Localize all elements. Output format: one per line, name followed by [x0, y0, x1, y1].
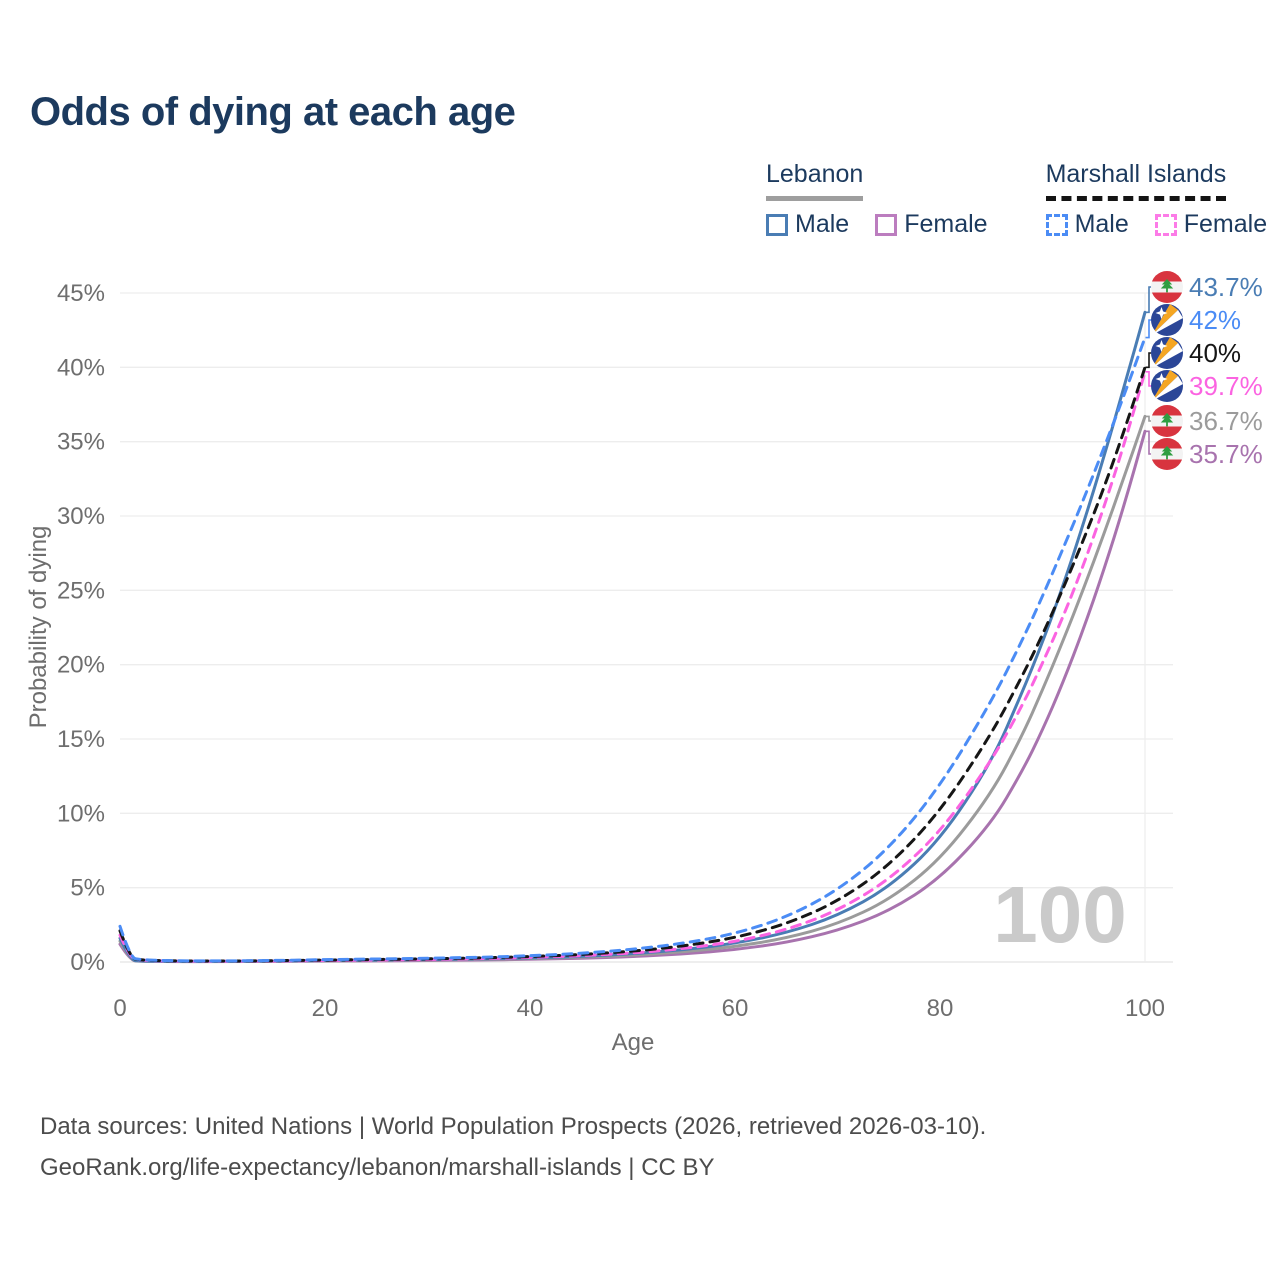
end-label-connector: [1145, 430, 1151, 455]
legend-group-marshall-islands: Marshall Islands Male Female: [1045, 160, 1268, 239]
end-label-lb_female: 35.7%: [1189, 439, 1263, 469]
legend-item-lebanon-female[interactable]: Female: [875, 210, 988, 239]
legend-header-lebanon[interactable]: Lebanon: [766, 160, 864, 201]
series-line-mi_all[interactable]: [118, 365, 1147, 963]
series-line-lb_female[interactable]: [118, 429, 1147, 964]
attribution-line: GeoRank.org/life-expectancy/lebanon/mars…: [40, 1154, 715, 1181]
y-tick-label: 20%: [57, 652, 105, 679]
footer: Data sources: United Nations | World Pop…: [40, 1106, 986, 1188]
legend-header-marshall-islands[interactable]: Marshall Islands: [1045, 160, 1227, 201]
age-watermark: 100: [993, 870, 1126, 959]
y-axis-title: Probability of dying: [25, 526, 52, 729]
x-tick-label: 80: [927, 995, 954, 1022]
y-tick-label: 10%: [57, 800, 105, 827]
data-sources-line: Data sources: United Nations | World Pop…: [40, 1113, 987, 1140]
legend-item-label: Female: [1183, 210, 1268, 238]
lebanon-male-swatch-icon: [766, 213, 788, 236]
legend-item-lebanon-male[interactable]: Male: [766, 210, 849, 239]
flag-icon-marshall-islands: [1151, 370, 1183, 402]
page-title: Odds of dying at each age: [30, 90, 516, 134]
x-tick-label: 100: [1125, 995, 1165, 1022]
end-label-connector: [1145, 286, 1151, 314]
legend-items-marshall-islands: Male Female: [1045, 210, 1268, 239]
y-tick-label: 45%: [57, 280, 105, 307]
flag-icon-lebanon: [1151, 438, 1183, 470]
flag-icon-lebanon: [1151, 271, 1183, 303]
marshall-female-swatch-icon: [1154, 213, 1177, 236]
y-tick-label: 5%: [70, 875, 105, 902]
series-line-mi_male[interactable]: [118, 336, 1147, 963]
legend-item-label: Male: [795, 210, 850, 238]
x-tick-label: 40: [517, 995, 544, 1022]
legend-item-label: Female: [904, 210, 988, 238]
legend-item-marshall-male[interactable]: Male: [1045, 210, 1129, 239]
end-label-connector: [1145, 319, 1151, 339]
flag-icon-lebanon: [1151, 405, 1183, 437]
legend-item-label: Male: [1074, 210, 1129, 238]
end-label-connector: [1145, 352, 1151, 369]
x-tick-label: 60: [722, 995, 749, 1022]
legend-item-marshall-female[interactable]: Female: [1154, 210, 1268, 239]
series-line-lb_all[interactable]: [118, 414, 1147, 964]
end-label-lb_male: 43.7%: [1189, 272, 1263, 302]
x-tick-label: 0: [113, 995, 126, 1022]
flag-icon-marshall-islands: [1151, 304, 1183, 336]
series-line-mi_female[interactable]: [118, 370, 1147, 963]
y-tick-label: 35%: [57, 429, 105, 456]
y-tick-label: 30%: [57, 503, 105, 530]
y-tick-label: 25%: [57, 577, 105, 604]
x-tick-label: 20: [312, 995, 339, 1022]
y-tick-label: 40%: [57, 354, 105, 381]
end-label-mi_all: 40%: [1189, 338, 1241, 368]
end-label-connector: [1145, 415, 1151, 422]
end-label-connector: [1145, 371, 1151, 387]
y-tick-label: 15%: [57, 726, 105, 753]
legend: Lebanon Male Female Marshall Islands Mal…: [766, 160, 1267, 239]
end-label-mi_female: 39.7%: [1189, 371, 1263, 401]
flag-icon-marshall-islands: [1151, 337, 1183, 369]
legend-items-lebanon: Male Female: [766, 210, 988, 239]
marshall-male-swatch-icon: [1045, 213, 1068, 236]
end-label-lb_all: 36.7%: [1189, 406, 1263, 436]
lebanon-female-swatch-icon: [875, 213, 898, 236]
x-axis-title: Age: [612, 1029, 655, 1056]
series-line-lb_male[interactable]: [118, 310, 1147, 963]
y-tick-label: 0%: [70, 949, 105, 976]
end-label-mi_male: 42%: [1189, 305, 1241, 335]
legend-group-lebanon: Lebanon Male Female: [766, 160, 988, 239]
